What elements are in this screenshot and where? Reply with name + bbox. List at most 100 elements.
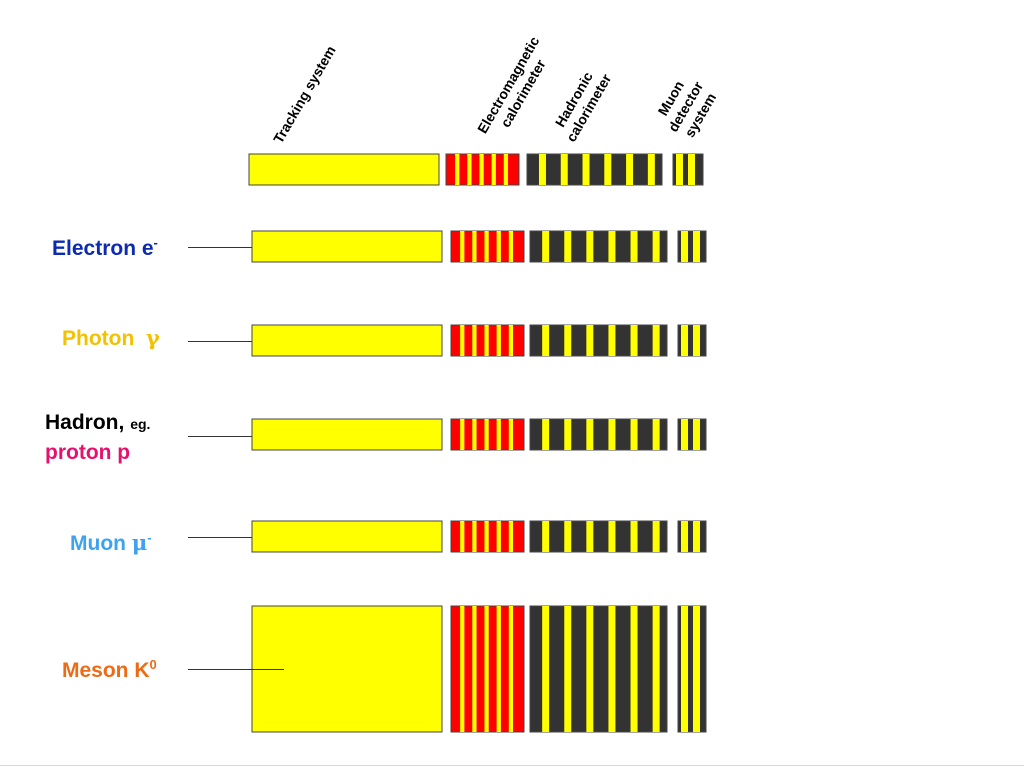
hadronic-calorimeter-block-muon	[529, 520, 668, 553]
hadronic-yellow-stripe-photon-1	[564, 325, 572, 356]
electron-name: Electron e	[52, 237, 154, 260]
em-yellow-stripe-meson-4	[508, 606, 514, 732]
em-yellow-stripe-hadron-1	[472, 419, 477, 450]
photon-name: Photon	[62, 327, 135, 350]
em-yellow-stripe-meson-2	[484, 606, 489, 732]
hadronic-yellow-stripe-electron-0	[542, 231, 550, 262]
hadronic-yellow-stripe-photon-0	[542, 325, 550, 356]
leader-line-photon	[188, 341, 252, 342]
em-yellow-stripe-electron-4	[508, 231, 514, 262]
hadronic-yellow-stripe-photon-2	[586, 325, 594, 356]
hadronic-yellow-stripe-meson-3	[608, 606, 616, 732]
label-electron: Electron e-	[52, 235, 158, 261]
em-yellow-stripe-hadron-2	[484, 419, 489, 450]
hadronic-yellow-stripe-hadron-2	[586, 419, 594, 450]
em-yellow-stripe-photon-4	[508, 325, 514, 356]
hadronic-yellow-stripe-muon-4	[630, 521, 638, 552]
hadronic-yellow-stripe-electron-5	[652, 231, 660, 262]
leader-line-meson	[188, 669, 284, 670]
em-yellow-stripe-muon-0	[460, 521, 465, 552]
muon-symbol: μ	[131, 530, 148, 555]
em-yellow-stripe-electron-2	[484, 231, 489, 262]
hadronic-yellow-stripe-meson-4	[630, 606, 638, 732]
muon-yellow-stripe-legend-0	[676, 154, 683, 185]
hadronic-yellow-stripe-muon-2	[586, 521, 594, 552]
hadron-note: eg.	[130, 416, 151, 432]
em-yellow-stripe-electron-0	[460, 231, 465, 262]
hadronic-yellow-stripe-legend-4	[626, 154, 634, 185]
label-meson: Meson K0	[62, 657, 157, 683]
muon-yellow-stripe-meson-0	[681, 606, 688, 732]
em-yellow-stripe-legend-0	[455, 154, 460, 185]
hadronic-yellow-stripe-meson-5	[652, 606, 660, 732]
hadronic-yellow-stripe-hadron-4	[630, 419, 638, 450]
hadronic-yellow-stripe-legend-3	[604, 154, 612, 185]
slide-bottom-rule	[0, 765, 1024, 766]
hadronic-yellow-stripe-meson-2	[586, 606, 594, 732]
muon-name: Muon	[70, 532, 126, 555]
hadronic-yellow-stripe-photon-5	[652, 325, 660, 356]
label-hadron: Hadron, eg.	[45, 411, 150, 435]
em-yellow-stripe-hadron-3	[496, 419, 501, 450]
muon-yellow-stripe-hadron-0	[681, 419, 688, 450]
em-yellow-stripe-hadron-4	[508, 419, 514, 450]
hadronic-yellow-stripe-meson-0	[542, 606, 550, 732]
hadronic-yellow-stripe-muon-5	[652, 521, 660, 552]
hadron-name: Hadron,	[45, 411, 125, 434]
muon-yellow-stripe-electron-1	[693, 231, 700, 262]
hadronic-calorimeter-block-electron	[529, 230, 668, 263]
em-yellow-stripe-electron-3	[496, 231, 501, 262]
leader-line-electron	[188, 247, 252, 248]
em-yellow-stripe-photon-0	[460, 325, 465, 356]
em-yellow-stripe-photon-3	[496, 325, 501, 356]
em-yellow-stripe-legend-2	[479, 154, 484, 185]
em-yellow-stripe-legend-4	[503, 154, 509, 185]
em-yellow-stripe-muon-4	[508, 521, 514, 552]
hadronic-yellow-stripe-hadron-1	[564, 419, 572, 450]
em-yellow-stripe-electron-1	[472, 231, 477, 262]
hadronic-yellow-stripe-hadron-0	[542, 419, 550, 450]
hadronic-yellow-stripe-electron-1	[564, 231, 572, 262]
em-yellow-stripe-meson-0	[460, 606, 465, 732]
photon-symbol: γ	[145, 325, 160, 350]
proton-name: proton p	[45, 441, 131, 464]
muon-yellow-stripe-muon-0	[681, 521, 688, 552]
hadronic-yellow-stripe-meson-1	[564, 606, 572, 732]
hadronic-yellow-stripe-photon-3	[608, 325, 616, 356]
label-photon: Photon γ	[62, 325, 160, 351]
em-yellow-stripe-muon-3	[496, 521, 501, 552]
hadronic-yellow-stripe-electron-2	[586, 231, 594, 262]
hadronic-yellow-stripe-hadron-5	[652, 419, 660, 450]
meson-superscript: 0	[149, 657, 157, 672]
tracking-block-electron	[251, 230, 443, 263]
muon-yellow-stripe-photon-0	[681, 325, 688, 356]
tracking-block-muon	[251, 520, 443, 553]
hadronic-yellow-stripe-legend-5	[647, 154, 655, 185]
label-proton: proton p	[45, 441, 130, 465]
muon-yellow-stripe-meson-1	[693, 606, 700, 732]
hadronic-calorimeter-block-meson	[529, 605, 668, 733]
em-yellow-stripe-legend-1	[467, 154, 472, 185]
muon-yellow-stripe-muon-1	[693, 521, 700, 552]
hadronic-calorimeter-block-legend	[526, 153, 663, 186]
em-yellow-stripe-photon-2	[484, 325, 489, 356]
muon-yellow-stripe-hadron-1	[693, 419, 700, 450]
em-yellow-stripe-photon-1	[472, 325, 477, 356]
leader-line-muon	[188, 537, 252, 538]
muon-yellow-stripe-photon-1	[693, 325, 700, 356]
tracking-block-legend	[248, 153, 440, 186]
leader-line-hadron	[188, 436, 252, 437]
em-yellow-stripe-legend-3	[491, 154, 496, 185]
em-yellow-stripe-meson-3	[496, 606, 501, 732]
muon-yellow-stripe-legend-1	[688, 154, 695, 185]
electron-charge: -	[153, 235, 158, 250]
tracking-block-photon	[251, 324, 443, 357]
em-yellow-stripe-hadron-0	[460, 419, 465, 450]
label-muon: Muon μ-	[70, 530, 152, 556]
muon-yellow-stripe-electron-0	[681, 231, 688, 262]
em-yellow-stripe-muon-1	[472, 521, 477, 552]
em-yellow-stripe-meson-1	[472, 606, 477, 732]
meson-name: Meson K	[62, 659, 150, 682]
hadronic-yellow-stripe-muon-0	[542, 521, 550, 552]
